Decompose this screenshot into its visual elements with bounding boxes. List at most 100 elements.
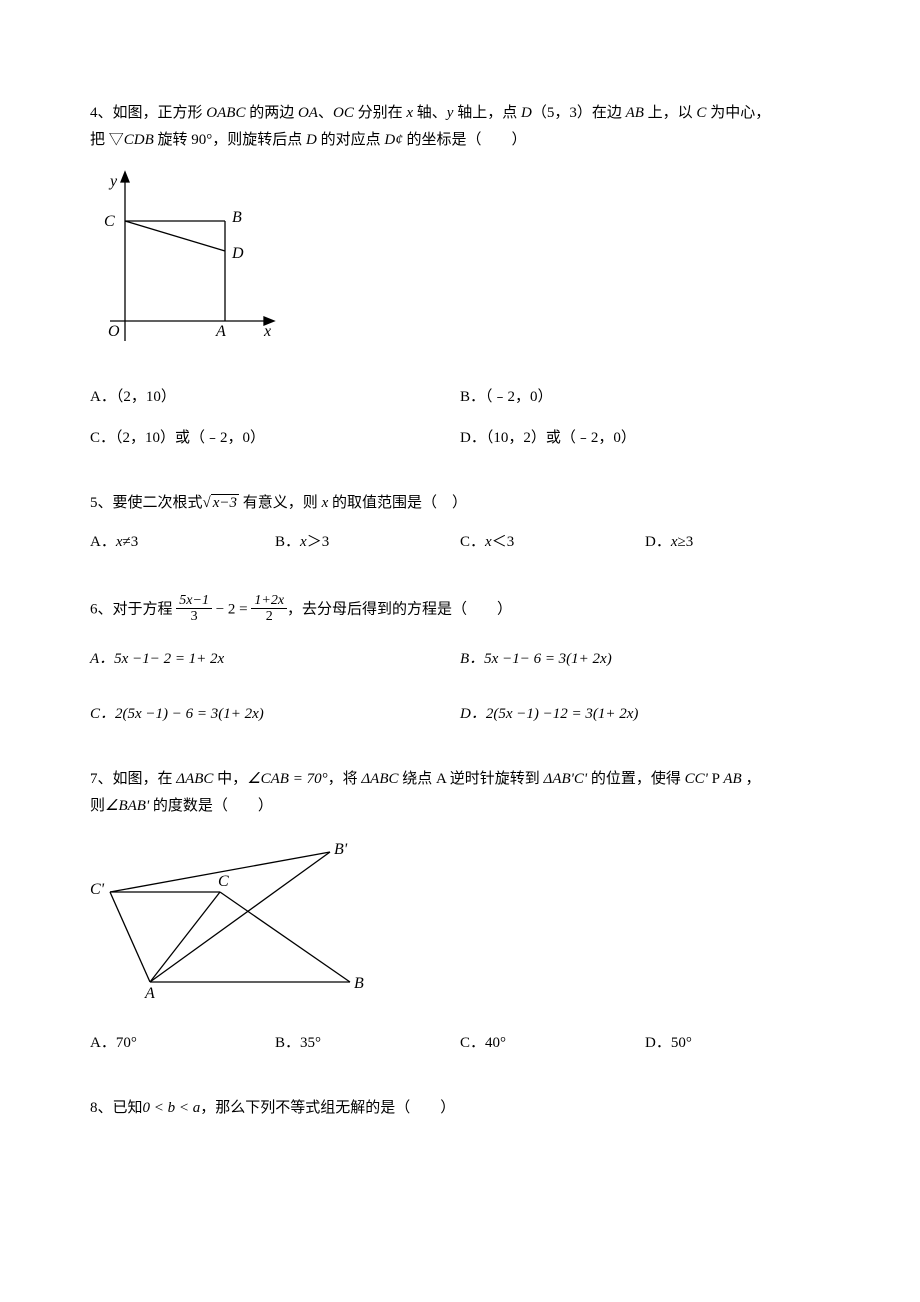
- q6-b: B．5x −1− 6 = 3(1+ 2x): [460, 651, 612, 667]
- q8-number: 8、: [90, 1100, 113, 1116]
- q7-abc2: ΔABC: [361, 771, 398, 787]
- q7-text: 7、如图，在 ΔABC 中，∠CAB = 70°，将 ΔABC 绕点 A 逆时针…: [90, 766, 830, 820]
- q4-label-A: A: [215, 323, 226, 340]
- q5-b-2: ＞3: [307, 534, 330, 550]
- q4-oabc: OABC: [206, 105, 245, 121]
- question-6: 6、对于方程 5x−13 − 2 = 1+2x2，去分母后得到的方程是（ ） A…: [90, 594, 830, 742]
- q6-f1d: 3: [176, 609, 212, 624]
- q7-l2p1: 则: [90, 798, 105, 814]
- q4-label-B: B: [232, 209, 242, 226]
- q7-l2p2: 的度数是（ ）: [149, 798, 273, 814]
- q4-t13: 的坐标是（ ）: [403, 132, 527, 148]
- q5-c-1: C．: [460, 534, 485, 550]
- q5-p1: 要使二次根式: [113, 495, 203, 511]
- q8-text: 8、已知0 < b < a，那么下列不等式组无解的是（ ）: [90, 1095, 830, 1122]
- q5-choice-b: B．x＞3: [275, 529, 460, 556]
- q6-frac2: 1+2x2: [251, 593, 287, 625]
- q4-t4: 分别在: [354, 105, 407, 121]
- q6-choice-c: C．2(5x −1) − 6 = 3(1+ 2x): [90, 701, 460, 728]
- q4-oc: OC: [333, 105, 354, 121]
- q5-c-x: x: [485, 534, 492, 550]
- q4-choice-c: C．（2，10）或（﹣2，0）: [90, 425, 460, 452]
- q6-f2n: 1+2x: [251, 593, 287, 609]
- q4-t3: 、: [318, 105, 333, 121]
- q7-label-B: B: [354, 975, 364, 992]
- q7-label-C: C: [218, 873, 229, 890]
- q7-p2: 中，: [213, 771, 247, 787]
- q5-choice-d: D．x≥3: [645, 529, 830, 556]
- q5-p2: 有意义，则: [239, 495, 322, 511]
- q4-choice-a: A．（2，10）: [90, 384, 460, 411]
- q6-f1n: 5x−1: [176, 593, 212, 609]
- q4-figure: y C B D O A x: [90, 166, 830, 366]
- q4-number: 4、: [90, 105, 113, 121]
- q5-choices: A．x≠3 B．x＞3 C．x＜3 D．x≥3: [90, 529, 830, 570]
- q7-abc: ΔABC: [176, 771, 213, 787]
- q7-ab: AB: [720, 771, 746, 787]
- q5-sqrt-sym: √: [203, 495, 211, 511]
- q4-label-D: D: [231, 245, 244, 262]
- q6-choices: A．5x −1− 2 = 1+ 2x B．5x −1− 6 = 3(1+ 2x)…: [90, 646, 830, 742]
- q7-p1: 如图，在: [113, 771, 177, 787]
- q5-d-x: x: [671, 534, 678, 550]
- q6-p1: 对于方程: [113, 601, 173, 617]
- q4-c: C: [696, 105, 706, 121]
- q8-p1: 已知: [113, 1100, 143, 1116]
- q5-b-x: x: [300, 534, 307, 550]
- q4-choices: A．（2，10） B．（﹣2，0） C．（2，10）或（﹣2，0） D．（10，…: [90, 384, 830, 466]
- q6-choice-a: A．5x −1− 2 = 1+ 2x: [90, 646, 460, 673]
- q5-a-1: A．: [90, 534, 116, 550]
- q5-choice-c: C．x＜3: [460, 529, 645, 556]
- q7-figure: A B C B' C': [90, 832, 830, 1012]
- q6-c: C．2(5x −1) − 6 = 3(1+ 2x): [90, 706, 264, 722]
- q5-p3: 的取值范围是（ ）: [328, 495, 467, 511]
- q6-mid: − 2 =: [212, 601, 251, 617]
- q4-dprime: D¢: [384, 132, 402, 148]
- q6-choice-b: B．5x −1− 6 = 3(1+ 2x): [460, 646, 830, 673]
- q5-d-2: ≥3: [678, 534, 694, 550]
- q7-number: 7、: [90, 771, 113, 787]
- q7-choice-a: A．70°: [90, 1030, 275, 1057]
- q6-a: A．5x −1− 2 = 1+ 2x: [90, 651, 224, 667]
- question-7: 7、如图，在 ΔABC 中，∠CAB = 70°，将 ΔABC 绕点 A 逆时针…: [90, 766, 830, 1071]
- q4-label-y: y: [108, 173, 118, 190]
- q5-choice-a: A．x≠3: [90, 529, 275, 556]
- q7-p6: ，: [745, 771, 760, 787]
- q4-d2: D: [306, 132, 317, 148]
- q5-a-x: x: [116, 534, 123, 550]
- q6-text: 6、对于方程 5x−13 − 2 = 1+2x2，去分母后得到的方程是（ ）: [90, 594, 830, 626]
- q6-number: 6、: [90, 601, 113, 617]
- q4-d: D: [521, 105, 532, 121]
- q6-p2: ，去分母后得到的方程是（ ）: [287, 601, 512, 617]
- q8-p2: ，那么下列不等式组无解的是（ ）: [200, 1100, 455, 1116]
- q7-p4: 绕点 A 逆时针旋转到: [399, 771, 544, 787]
- q5-number: 5、: [90, 495, 113, 511]
- q4-svg: y C B D O A x: [90, 166, 280, 356]
- q4-t8: 上，以: [644, 105, 697, 121]
- q7-choice-c: C．40°: [460, 1030, 645, 1057]
- q4-label-O: O: [108, 323, 120, 340]
- q7-choice-b: B．35°: [275, 1030, 460, 1057]
- q4-t10: 把: [90, 132, 109, 148]
- q4-t11: 旋转 90°，则旋转后点: [154, 132, 306, 148]
- q5-sqrt-body: x−3: [211, 494, 239, 511]
- q4-label-C: C: [104, 213, 115, 230]
- q4-choice-d: D．（10，2）或（﹣2，0）: [460, 425, 830, 452]
- q4-t7: （5，3）在边: [532, 105, 626, 121]
- q6-choice-d: D．2(5x −1) −12 = 3(1+ 2x): [460, 701, 830, 728]
- q7-svg: A B C B' C': [90, 832, 390, 1002]
- q4-t12: 的对应点: [317, 132, 385, 148]
- q5-a-2: ≠3: [123, 534, 139, 550]
- q8-ineq: 0 < b < a: [143, 1100, 201, 1116]
- question-8: 8、已知0 < b < a，那么下列不等式组无解的是（ ）: [90, 1095, 830, 1122]
- q7-para: P: [712, 771, 720, 787]
- q4-text: 4、如图，正方形 OABC 的两边 OA、OC 分别在 x 轴、y 轴上，点 D…: [90, 100, 830, 154]
- q4-cdb: CDB: [124, 132, 154, 148]
- q7-label-Bp: B': [334, 841, 348, 858]
- q4-tri: ▽: [109, 132, 124, 148]
- q4-label-x: x: [263, 323, 271, 340]
- q4-t1: 如图，正方形: [113, 105, 207, 121]
- question-4: 4、如图，正方形 OABC 的两边 OA、OC 分别在 x 轴、y 轴上，点 D…: [90, 100, 830, 466]
- q7-cab: ∠CAB = 70°: [247, 771, 327, 787]
- q7-abcp: ΔAB'C': [544, 771, 588, 787]
